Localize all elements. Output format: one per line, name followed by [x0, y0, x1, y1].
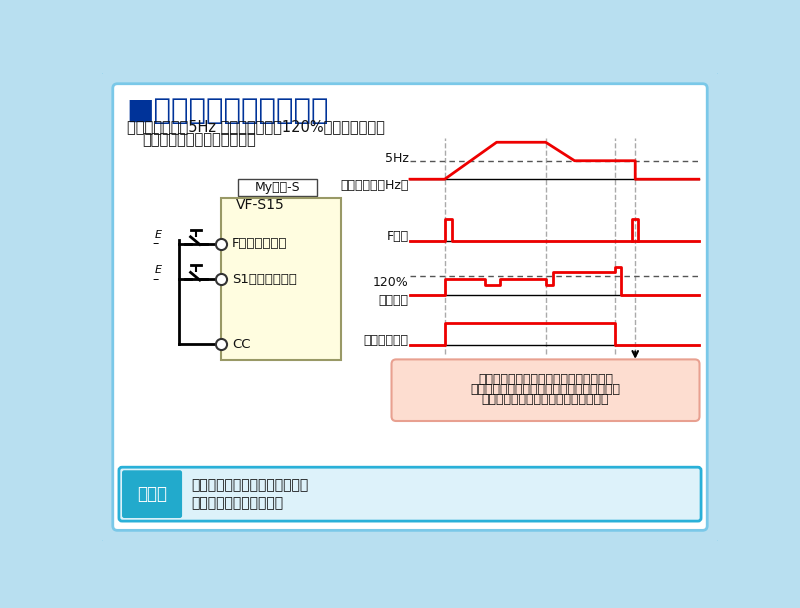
Text: CC: CC: [232, 337, 250, 350]
Text: F信号: F信号: [386, 230, 409, 243]
Text: F（正転指令）: F（正転指令）: [232, 237, 288, 250]
Bar: [222, 198, 341, 360]
FancyBboxPatch shape: [113, 84, 707, 530]
Text: ・生産完了を判断して自動停止: ・生産完了を判断して自動停止: [191, 478, 309, 492]
Text: インバータ内部のデータ「出力周波数」: インバータ内部のデータ「出力周波数」: [478, 373, 613, 386]
FancyBboxPatch shape: [391, 359, 699, 421]
Text: 用途例: 用途例: [137, 485, 167, 503]
Text: ■条件の確立で自動停止: ■条件の確立で自動停止: [126, 97, 329, 125]
Text: （プッシュ型スイッチ使用）: （プッシュ型スイッチ使用）: [142, 133, 256, 147]
Text: 出力周波数（Hz）: 出力周波数（Hz）: [340, 179, 409, 192]
FancyBboxPatch shape: [122, 470, 182, 518]
Text: ・負荷異常の検出　など: ・負荷異常の検出 など: [191, 496, 283, 510]
Text: E: E: [154, 265, 162, 275]
Text: 出力電流: 出力電流: [378, 294, 409, 308]
Text: S1（強制停止）: S1（強制停止）: [232, 273, 297, 286]
FancyBboxPatch shape: [99, 70, 721, 544]
Text: 内部運転信号: 内部運転信号: [363, 334, 409, 347]
Text: My機能-S: My機能-S: [254, 181, 300, 194]
Text: VF-S15: VF-S15: [235, 198, 284, 212]
Text: 例）出力周波数5Hz 以下、出力電流120%以上で自動停止: 例）出力周波数5Hz 以下、出力電流120%以上で自動停止: [126, 119, 385, 134]
Text: 120%: 120%: [373, 276, 409, 289]
Text: コントロールしたり、保護できます。: コントロールしたり、保護できます。: [482, 393, 610, 406]
Text: E: E: [154, 229, 162, 240]
FancyBboxPatch shape: [238, 179, 317, 196]
Text: 5Hz: 5Hz: [385, 152, 409, 165]
Text: –: –: [152, 237, 158, 250]
FancyBboxPatch shape: [119, 467, 701, 521]
Text: 「出力電流」を直接使用して、機械の運転を: 「出力電流」を直接使用して、機械の運転を: [470, 383, 621, 396]
Text: –: –: [152, 273, 158, 286]
